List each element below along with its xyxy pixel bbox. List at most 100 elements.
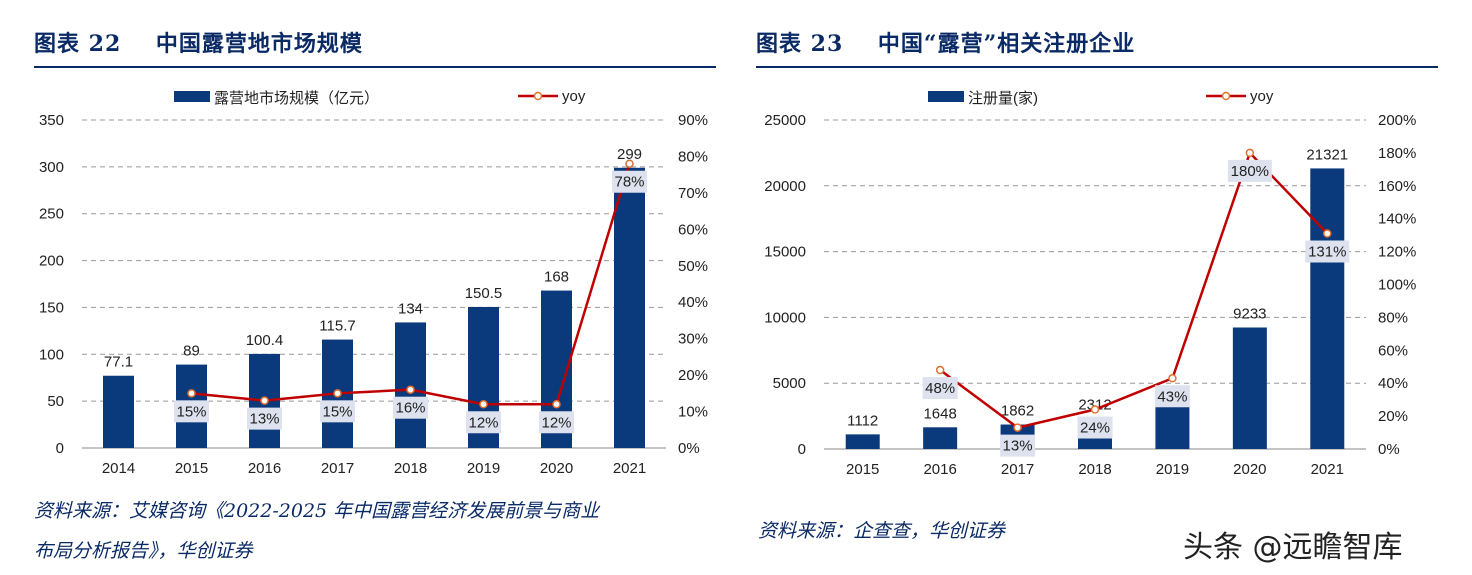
source-note-23: 资料来源：企查查，华创证券 <box>758 520 1006 542</box>
legend-bar-label: 露营地市场规模（亿元） <box>214 90 379 107</box>
yoy-label-bg <box>174 400 209 423</box>
yoy-line <box>939 150 1329 429</box>
bar-value-label: 21321 <box>1306 146 1348 163</box>
yoy-label: 12% <box>541 414 571 431</box>
yoy-label-bg <box>466 411 501 434</box>
bar <box>395 322 426 448</box>
registered-companies-chart: 0 5000 10000 15000 20000 25000 0% 20% 40% 60% 80% 1… <box>764 88 1416 478</box>
right-axis-tick: 30% <box>678 331 708 348</box>
yoy-label: 13% <box>1003 438 1033 455</box>
yoy-label: 15% <box>322 403 352 420</box>
bar-value-label: 1112 <box>847 412 878 429</box>
legend-bar-swatch <box>928 91 964 102</box>
bar-value-label: 89 <box>183 343 200 360</box>
x-axis-tick: 2020 <box>540 460 573 477</box>
yoy-label-bg <box>922 377 958 400</box>
left-axis-tick: 0 <box>798 441 806 458</box>
figure-23-rule <box>756 66 1438 68</box>
right-axis-tick: 40% <box>678 294 708 311</box>
left-axis-tick: 300 <box>39 159 64 176</box>
x-axis-tick: 2021 <box>613 460 646 477</box>
figure-23-title-text: 中国“露营”相关注册企业 <box>877 31 1136 57</box>
bar <box>1310 168 1345 449</box>
bar-value-label: 100.4 <box>246 332 284 349</box>
x-axis-tick: 2021 <box>1311 461 1344 478</box>
yoy-point <box>1090 405 1100 414</box>
yoy-label: 13% <box>249 411 279 428</box>
figure-22-rule <box>34 66 716 68</box>
bar-value-label: 115.7 <box>319 318 355 335</box>
yoy-label-bg <box>247 407 282 430</box>
right-axis-tick: 40% <box>1378 375 1408 392</box>
x-axis-tick: 2019 <box>1156 461 1189 478</box>
left-axis-tick: 0 <box>56 440 64 457</box>
right-axis-tick: 160% <box>1378 178 1416 195</box>
x-axis-tick: 2015 <box>846 461 879 478</box>
right-axis-tick: 0% <box>1378 441 1400 458</box>
left-axis-tick: 150 <box>39 299 64 316</box>
left-axis-tick: 350 <box>39 112 64 129</box>
bar <box>103 375 134 448</box>
market-size-chart: 0 50 100 150 200 250 300 350 0% 10% 20% 30% 40% 50% 60… <box>39 88 708 477</box>
yoy-label-bg <box>1077 416 1113 439</box>
left-axis-tick: 5000 <box>773 375 806 392</box>
x-axis-tick: 2014 <box>102 460 135 477</box>
yoy-label: 131% <box>1308 244 1346 261</box>
bar <box>614 167 645 448</box>
legend-bar-label: 注册量(家) <box>968 90 1038 107</box>
yoy-point <box>260 396 269 405</box>
right-axis-tick: 20% <box>678 367 708 384</box>
right-axis-tick: 140% <box>1378 211 1416 228</box>
bar-value-label: 150.5 <box>465 285 503 302</box>
yoy-point <box>1168 374 1177 383</box>
x-axis-tick: 2015 <box>175 460 208 477</box>
left-axis-tick: 100 <box>39 346 64 363</box>
bar <box>1155 405 1190 449</box>
right-axis-tick: 50% <box>678 258 708 275</box>
figure-22-label: 图表 22 <box>34 31 122 57</box>
right-axis-tick: 90% <box>678 112 708 129</box>
yoy-label: 12% <box>468 414 498 431</box>
x-axis-tick: 2017 <box>321 460 354 477</box>
x-axis-tick: 2017 <box>1001 461 1034 478</box>
bar-value-label: 168 <box>544 269 569 286</box>
right-axis-tick: 100% <box>1378 277 1416 294</box>
left-axis-tick: 15000 <box>764 244 806 261</box>
yoy-label-bg <box>1227 159 1272 182</box>
yoy-label: 24% <box>1080 420 1110 437</box>
left-axis-tick: 250 <box>39 206 64 223</box>
yoy-point <box>1013 423 1022 432</box>
bar-value-label: 1648 <box>923 405 956 422</box>
x-axis-tick: 2016 <box>923 461 956 478</box>
yoy-point <box>1245 148 1255 158</box>
yoy-label: 43% <box>1157 388 1187 405</box>
right-axis-tick: 10% <box>678 404 708 421</box>
source-note-22-line1: 资料来源：艾媒咨询《2022-2025 年中国露营经济发展前景与商业 <box>34 500 600 522</box>
yoy-point <box>625 159 634 168</box>
figure-22-title: 图表 22 中国露营地市场规模 <box>34 26 363 58</box>
bar-value-label: 2312 <box>1078 397 1111 414</box>
figure-22-title-text: 中国露营地市场规模 <box>155 31 363 57</box>
right-axis-tick: 60% <box>678 221 708 238</box>
right-axis-tick: 20% <box>1378 408 1408 425</box>
bar-value-label: 299 <box>617 146 642 163</box>
bar-value-label: 134 <box>398 300 423 317</box>
yoy-point <box>333 389 342 398</box>
bar <box>923 427 958 449</box>
yoy-point <box>479 400 488 409</box>
watermark: 头条 @远瞻智库 <box>1183 530 1403 565</box>
figure-23-title: 图表 23 中国“露营”相关注册企业 <box>756 26 1135 58</box>
right-axis-tick: 70% <box>678 185 708 202</box>
left-axis-tick: 20000 <box>764 178 806 195</box>
yoy-label-bg <box>1305 240 1350 263</box>
source-note-22-line2: 布局分析报告》，华创证券 <box>34 540 253 562</box>
yoy-label: 180% <box>1231 163 1269 180</box>
bar <box>845 434 880 449</box>
yoy-label-bg <box>320 400 355 423</box>
x-axis-tick: 2019 <box>467 460 500 477</box>
yoy-label: 78% <box>614 174 644 191</box>
yoy-label: 15% <box>176 403 206 420</box>
bar-value-label: 1862 <box>1001 402 1034 419</box>
right-axis-tick: 80% <box>1378 309 1408 326</box>
right-axis-tick: 80% <box>678 148 708 165</box>
